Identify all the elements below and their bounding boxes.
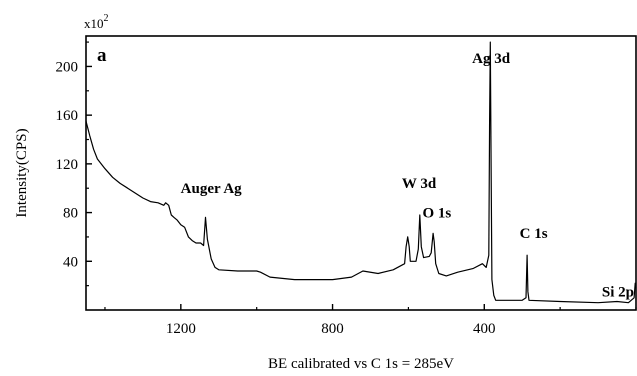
y-tick-label: 80 [63,206,78,222]
plot-frame [85,35,637,311]
peak-label: Si 2p [602,285,634,301]
peak-label: O 1s [422,205,451,221]
spectrum-line [85,41,637,304]
y-axis-title: Intensity(CPS) [14,128,30,217]
x-axis-ticks: 1200 800 400 [104,304,637,337]
y-tick-label: 160 [56,108,79,124]
x-axis-title: BE calibrated vs C 1s = 285eV [268,356,454,372]
peak-annotations: Auger Ag W 3d O 1s Ag 3d C 1s Si 2p [181,51,634,301]
x-tick-label: 1200 [166,321,196,337]
x-tick-label: 400 [473,321,496,337]
y-tick-label: 40 [63,254,78,270]
panel-label: a [97,45,107,66]
peak-label: Auger Ag [181,181,242,197]
peak-label: W 3d [402,176,437,192]
y-multiplier: x102 [84,13,109,31]
y-tick-label: 120 [56,157,79,173]
peak-label: Ag 3d [472,51,511,67]
x-tick-label: 800 [321,321,344,337]
peak-label: C 1s [520,226,548,242]
y-axis-ticks: 200 160 120 80 40 [56,41,92,287]
y-tick-label: 200 [56,59,79,75]
